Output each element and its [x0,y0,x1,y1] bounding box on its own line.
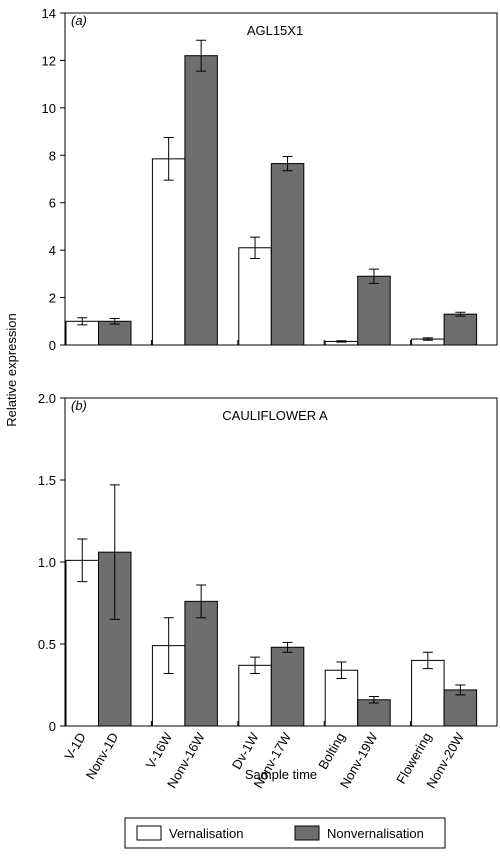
bar [238,247,272,346]
x-axis-title: Sample time [245,767,317,782]
error-bar [422,337,433,341]
error-bar [250,656,261,675]
error-bar [368,695,379,704]
error-bar [163,617,174,675]
x-tick-label: Bolting [315,730,348,772]
y-tick-label: 0.5 [38,637,56,652]
panel-label: (b) [71,398,87,413]
y-tick-label: 4 [49,243,56,258]
error-bar [77,538,88,583]
bar [270,163,305,346]
bar [151,158,186,346]
bar [357,275,391,346]
bar [357,699,391,727]
y-tick-label: 8 [49,148,56,163]
bar [443,313,478,346]
y-tick-label: 1.0 [38,555,56,570]
bar [411,659,445,727]
y-tick-label: 0 [49,719,56,734]
error-bar [109,317,120,325]
bar [65,559,99,727]
error-bar [196,39,207,72]
legend-label: Nonvernalisation [327,826,424,841]
error-bar [336,340,347,343]
error-bar [282,641,293,653]
y-tick-label: 10 [42,101,56,116]
legend-swatch [294,825,320,841]
bar [184,55,218,346]
legend-swatch [136,825,162,841]
error-bar [282,155,293,172]
y-tick-label: 0 [49,338,56,353]
panel-label: (a) [71,13,87,28]
bar [184,600,218,727]
error-bar [250,236,261,259]
error-bar [77,317,88,326]
error-bar [368,268,379,284]
legend-box [124,817,446,849]
error-bar [422,651,433,670]
y-tick-label: 2 [49,291,56,306]
bar [238,664,272,727]
chart-title: CAULIFLOWER A [222,408,328,423]
error-bar [455,684,466,696]
error-bar [163,137,174,181]
bar [443,689,478,727]
error-bar [336,661,347,679]
y-tick-label: 2.0 [38,391,56,406]
x-tick-label: V-1D [61,730,88,763]
error-bar [455,311,466,317]
y-tick-label: 1.5 [38,473,56,488]
y-axis-title: Relative expression [4,313,19,426]
error-bar [196,584,207,619]
y-tick-label: 12 [42,53,56,68]
x-tick-label: Dv-1W [229,729,262,772]
x-tick-label: V-16W [143,729,176,771]
legend-label: Vernalisation [169,826,243,841]
bar [324,669,359,727]
error-bar [109,484,120,620]
bar [98,320,132,346]
y-tick-label: 6 [49,196,56,211]
y-tick-label: 14 [42,6,56,21]
chart-title: AGL15X1 [247,23,303,38]
bar [270,646,305,727]
